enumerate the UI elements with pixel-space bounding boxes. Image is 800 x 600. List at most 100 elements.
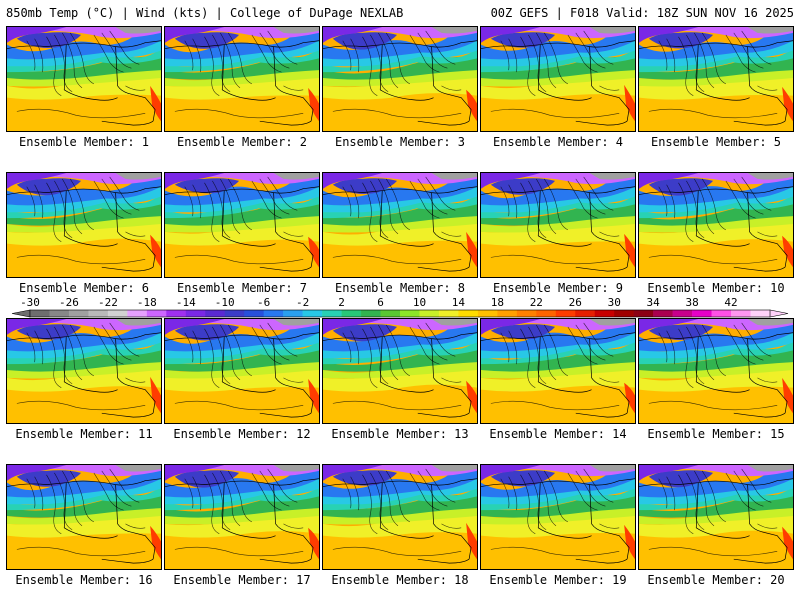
colorbar-segment	[322, 310, 342, 317]
ensemble-member-map	[322, 464, 478, 570]
ensemble-member-map	[6, 26, 162, 132]
colorbar-segment	[516, 310, 537, 317]
colorbar-segment	[283, 310, 303, 317]
ensemble-member-map	[322, 318, 478, 424]
colorbar-tick-label: 38	[685, 296, 698, 309]
colorbar-segment	[49, 310, 70, 317]
colorbar-segment	[672, 310, 693, 317]
colorbar-segment	[205, 310, 226, 317]
colorbar-segment	[361, 310, 381, 317]
ensemble-member-label: Ensemble Member: 7	[176, 281, 308, 295]
colorbar-segment	[594, 310, 615, 317]
colorbar-tick-label: 42	[724, 296, 737, 309]
colorbar-segment	[30, 310, 50, 317]
ensemble-member-map	[322, 26, 478, 132]
colorbar-segment	[88, 310, 109, 317]
ensemble-member-map	[6, 172, 162, 278]
colorbar-segment	[692, 310, 712, 317]
ensemble-member-map	[6, 318, 162, 424]
ensemble-member-label: Ensemble Member: 10	[647, 281, 785, 295]
colorbar-segment	[68, 310, 89, 317]
ensemble-member-label: Ensemble Member: 4	[492, 135, 624, 149]
ensemble-member-label: Ensemble Member: 14	[489, 427, 627, 441]
colorbar-tick-label: 34	[647, 296, 661, 309]
colorbar-segment	[477, 310, 498, 317]
ensemble-member-label: Ensemble Member: 2	[176, 135, 308, 149]
ensemble-member-label: Ensemble Member: 8	[334, 281, 466, 295]
colorbar-segment	[614, 310, 634, 317]
colorbar-segment	[633, 310, 654, 317]
ensemble-member-map	[164, 26, 320, 132]
colorbar-segment	[127, 310, 148, 317]
colorbar-tick-label: 22	[530, 296, 543, 309]
colorbar-segment	[107, 310, 128, 317]
colorbar-segment	[653, 310, 673, 317]
colorbar-tick-label: -14	[176, 296, 196, 309]
ensemble-member-map	[638, 318, 794, 424]
colorbar-tick-label: -6	[257, 296, 270, 309]
ensemble-member-map	[480, 172, 636, 278]
ensemble-member-label: Ensemble Member: 11	[15, 427, 153, 441]
ensemble-member-map	[164, 464, 320, 570]
colorbar-tick-label: -2	[296, 296, 309, 309]
ensemble-member-label: Ensemble Member: 20	[647, 573, 785, 587]
ensemble-member-map	[322, 172, 478, 278]
colorbar-segment	[731, 310, 751, 317]
ensemble-member-map	[164, 318, 320, 424]
colorbar-tick-label: -10	[215, 296, 235, 309]
colorbar-segment	[302, 310, 323, 317]
ensemble-member-map	[638, 464, 794, 570]
ensemble-member-map	[638, 172, 794, 278]
colorbar-segment	[341, 310, 362, 317]
colorbar-tick-label: 18	[491, 296, 504, 309]
ensemble-member-label: Ensemble Member: 19	[489, 573, 627, 587]
chart-title: 850mb Temp (°C) | Wind (kts) | College o…	[6, 6, 404, 20]
colorbar-high-cap	[769, 309, 789, 318]
colorbar-tick-label: 10	[413, 296, 426, 309]
ensemble-member-map	[638, 26, 794, 132]
ensemble-member-label: Ensemble Member: 5	[650, 135, 782, 149]
ensemble-member-label: Ensemble Member: 6	[18, 281, 150, 295]
colorbar-segment	[166, 310, 187, 317]
colorbar-segment	[458, 310, 479, 317]
ensemble-member-label: Ensemble Member: 9	[492, 281, 624, 295]
colorbar-tick-label: -22	[98, 296, 118, 309]
colorbar-segment	[750, 310, 771, 317]
model-run-info: 00Z GEFS | F018 Valid: 18Z SUN NOV 16 20…	[490, 6, 794, 20]
ensemble-member-map	[164, 172, 320, 278]
ensemble-member-map	[480, 464, 636, 570]
ensemble-member-label: Ensemble Member: 13	[331, 427, 469, 441]
colorbar-segment	[263, 310, 284, 317]
colorbar-segment	[711, 310, 732, 317]
ensemble-member-label: Ensemble Member: 16	[15, 573, 153, 587]
temperature-colorbar: -30 -26 -22 -18 -14 -10 -6 -2 2 6 10 14 18 22 26 30 34 38…	[11, 296, 789, 318]
colorbar-tick-label: -18	[137, 296, 157, 309]
ensemble-member-label: Ensemble Member: 18	[331, 573, 469, 587]
ensemble-member-label: Ensemble Member: 3	[334, 135, 466, 149]
ensemble-member-label: Ensemble Member: 1	[18, 135, 150, 149]
colorbar-segment	[419, 310, 440, 317]
ensemble-member-map	[6, 464, 162, 570]
ensemble-member-label: Ensemble Member: 15	[647, 427, 785, 441]
colorbar-outline	[29, 309, 771, 318]
colorbar-segment	[185, 310, 206, 317]
colorbar-segment	[536, 310, 557, 317]
colorbar-segment	[224, 310, 245, 317]
colorbar-tick-label: -26	[59, 296, 79, 309]
colorbar-tick-label: 6	[377, 296, 384, 309]
colorbar-segment	[497, 310, 518, 317]
colorbar-tick-label: 2	[338, 296, 345, 309]
colorbar-segment	[438, 310, 459, 317]
colorbar-segment	[146, 310, 167, 317]
colorbar-tick-label: -30	[20, 296, 40, 309]
colorbar-segment	[555, 310, 576, 317]
ensemble-member-label: Ensemble Member: 17	[173, 573, 311, 587]
ensemble-member-label: Ensemble Member: 12	[173, 427, 311, 441]
colorbar-tick-label: 14	[452, 296, 466, 309]
colorbar-segment	[400, 310, 420, 317]
colorbar-segment	[380, 310, 401, 317]
colorbar-tick-label: 26	[569, 296, 582, 309]
ensemble-member-map	[480, 318, 636, 424]
ensemble-member-map	[480, 26, 636, 132]
colorbar-tick-label: 30	[608, 296, 621, 309]
